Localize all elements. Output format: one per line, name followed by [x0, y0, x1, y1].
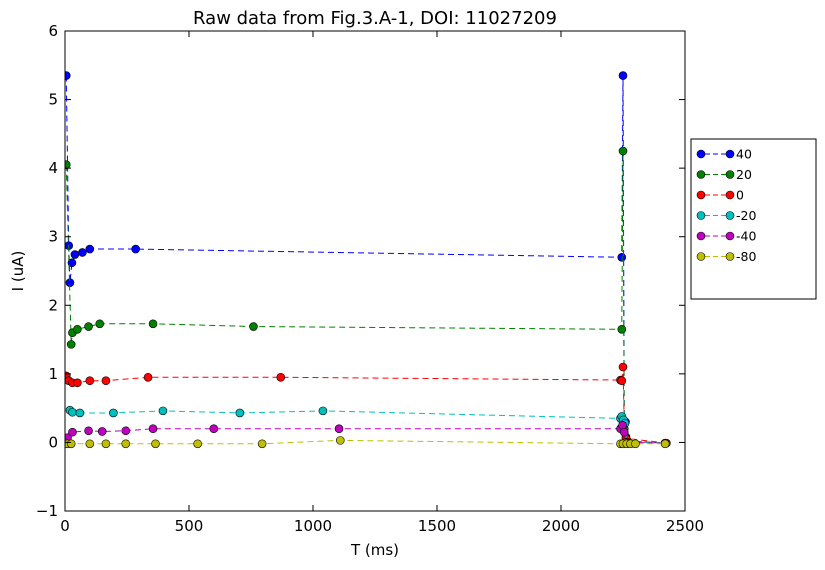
- y-axis-title: I (uA): [9, 251, 27, 292]
- data-point: [257, 439, 267, 449]
- data-point: [618, 146, 628, 156]
- data-point: [84, 322, 93, 331]
- legend-label: 20: [736, 167, 752, 182]
- x-tick-label: 2500: [666, 517, 704, 535]
- y-tick-label: 1: [48, 365, 58, 383]
- data-point: [85, 244, 95, 254]
- legend-marker: [725, 149, 735, 159]
- x-tick-label: 500: [175, 517, 204, 535]
- legend-label: -40: [736, 229, 756, 244]
- data-point: [660, 439, 670, 449]
- plot-frame: [64, 30, 686, 512]
- y-tick-label: 5: [48, 91, 58, 109]
- legend-entry: 20: [696, 167, 752, 182]
- data-point: [68, 427, 77, 437]
- legend-marker: [725, 211, 735, 220]
- legend-label: 40: [736, 147, 752, 162]
- data-point: [121, 439, 131, 449]
- data-point: [65, 160, 71, 170]
- legend-marker: [696, 170, 706, 179]
- data-point: [95, 319, 105, 329]
- x-tick-label: 1000: [294, 517, 332, 535]
- data-point: [235, 408, 245, 418]
- data-point: [85, 439, 95, 449]
- legend-marker: [696, 149, 706, 159]
- data-point: [335, 436, 345, 445]
- legend-marker: [696, 252, 706, 261]
- legend-marker: [696, 190, 706, 200]
- legend-entry: -20: [696, 208, 756, 223]
- data-point: [617, 324, 627, 334]
- data-point: [66, 340, 76, 349]
- data-point: [618, 71, 628, 80]
- legend-label: -20: [736, 208, 756, 223]
- legend-marker: [725, 170, 735, 179]
- chart-title: Raw data from Fig.3.A-1, DOI: 11027209: [193, 8, 557, 29]
- legend-entry: 0: [696, 188, 744, 203]
- y-tick-label: 3: [48, 228, 58, 246]
- data-point: [143, 372, 153, 382]
- x-tick-label: 1500: [418, 517, 456, 535]
- data-point: [73, 324, 82, 334]
- series-layer: [65, 71, 671, 449]
- plot-area: [64, 30, 686, 512]
- data-point: [148, 424, 158, 434]
- legend-marker: [696, 211, 706, 220]
- data-point: [131, 244, 140, 254]
- data-point: [617, 376, 627, 386]
- data-point: [66, 439, 76, 449]
- data-point: [619, 427, 629, 437]
- y-tick-label: 4: [48, 159, 58, 177]
- x-tick-label: 0: [60, 517, 70, 535]
- legend-label: 0: [736, 188, 744, 203]
- legend-entry: -40: [696, 229, 756, 244]
- legend-marker: [696, 231, 706, 241]
- legend: 40 20 0 -20 -40 -80: [690, 138, 817, 300]
- data-point: [78, 248, 87, 257]
- y-tick-label: 2: [48, 296, 58, 314]
- data-point: [70, 250, 80, 259]
- data-point: [75, 408, 85, 418]
- data-point: [631, 439, 640, 449]
- data-point: [101, 376, 111, 386]
- data-point: [109, 408, 118, 418]
- data-point: [318, 406, 328, 416]
- series--80: [65, 436, 670, 449]
- legend-marker: [725, 190, 735, 200]
- x-axis-title: T (ms): [350, 541, 399, 559]
- y-tick-label: −1: [36, 502, 58, 520]
- x-tick-label: 2000: [542, 517, 580, 535]
- data-point: [68, 407, 77, 417]
- data-point: [67, 258, 77, 268]
- data-point: [618, 362, 628, 372]
- data-point: [276, 372, 286, 382]
- legend-label: -80: [736, 249, 756, 264]
- legend-marker: [725, 252, 735, 261]
- legend-marker: [725, 231, 735, 241]
- data-point: [334, 424, 344, 434]
- y-tick-label: 6: [48, 22, 58, 40]
- data-point: [85, 376, 95, 386]
- legend-entry: -80: [696, 249, 756, 264]
- y-tick-label: 0: [48, 433, 58, 451]
- legend-box: [690, 138, 817, 300]
- data-point: [65, 71, 71, 80]
- data-point: [148, 319, 158, 329]
- legend-entry: 40: [696, 147, 752, 162]
- data-point: [193, 439, 202, 449]
- data-point: [73, 378, 82, 388]
- data-point: [101, 439, 111, 449]
- data-point: [249, 322, 258, 331]
- data-point: [121, 426, 131, 436]
- data-point: [151, 439, 160, 449]
- data-point: [209, 424, 219, 434]
- data-point: [97, 427, 107, 436]
- data-point: [84, 426, 93, 436]
- data-point: [158, 406, 168, 416]
